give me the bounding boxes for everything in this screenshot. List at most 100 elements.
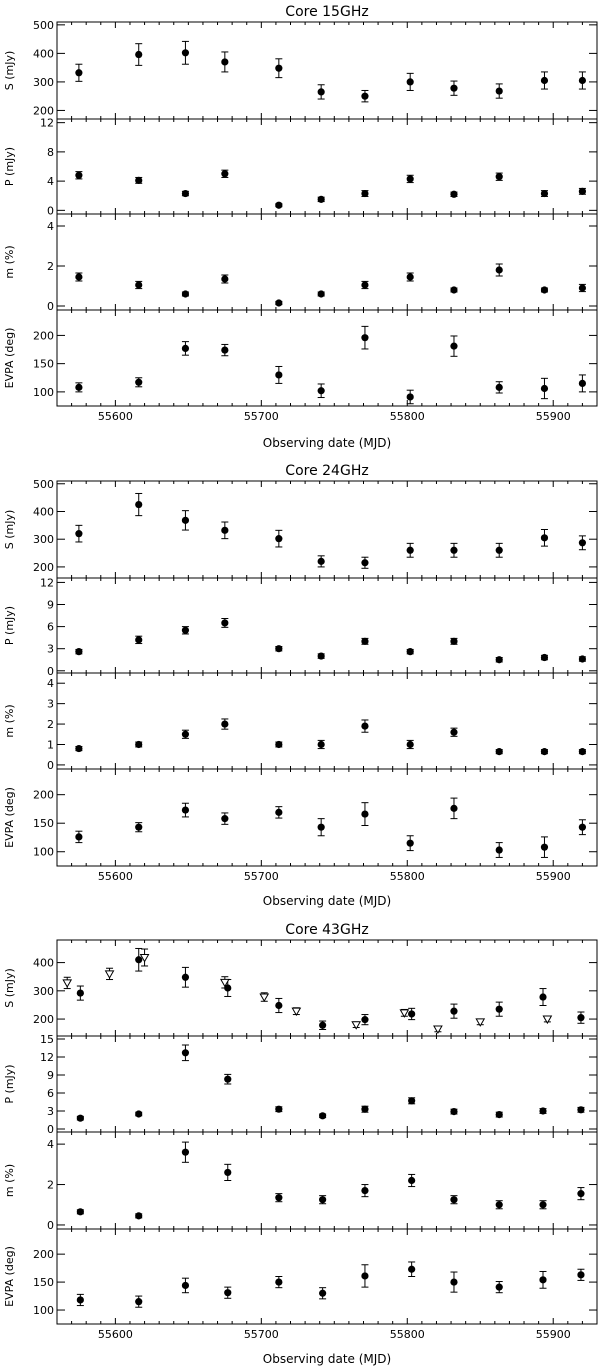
data-point xyxy=(181,344,190,352)
data-point xyxy=(317,88,325,96)
data-point xyxy=(540,534,549,542)
data-point xyxy=(495,1005,503,1013)
data-point xyxy=(495,87,503,95)
data-point xyxy=(181,1049,190,1057)
data-point xyxy=(577,1271,585,1279)
data-point xyxy=(319,1112,327,1120)
panel-frame xyxy=(56,672,598,770)
panel-frame xyxy=(56,213,598,311)
panel-3: 100 150 200 EVPA (deg) 55600 55700 55800 55900 xyxy=(3,309,598,423)
data-point xyxy=(450,1108,458,1116)
data-point xyxy=(578,539,587,547)
series-filled-circle xyxy=(75,263,587,307)
series-filled-circle xyxy=(75,797,587,858)
data-point xyxy=(539,1276,547,1284)
data-point xyxy=(275,740,283,749)
y-axis-label: EVPA (deg) xyxy=(3,1246,16,1307)
y-tick-label: 3 xyxy=(47,698,54,711)
y-tick-label: 0 xyxy=(47,759,54,772)
panel-frame xyxy=(56,118,598,215)
series-filled-circle xyxy=(75,492,587,569)
data-point xyxy=(361,281,369,289)
y-tick-label: 100 xyxy=(33,386,54,399)
x-tick-label: 55800 xyxy=(390,1328,425,1341)
data-point xyxy=(181,49,190,57)
series-filled-circle xyxy=(75,169,587,209)
y-tick-label: 4 xyxy=(47,1138,54,1151)
data-point xyxy=(361,1016,369,1024)
panel-0: 200 300 400 S (mJy) xyxy=(3,939,598,1037)
x-tick-label: 55600 xyxy=(98,410,133,423)
data-point xyxy=(275,1001,283,1010)
data-point xyxy=(317,823,325,831)
x-tick-label: 55800 xyxy=(390,870,425,883)
series-open-triangle-down xyxy=(62,948,553,1034)
y-tick-label: 4 xyxy=(47,175,54,188)
data-point xyxy=(181,626,190,634)
y-tick-label: 2 xyxy=(47,718,54,731)
data-point xyxy=(408,1097,416,1105)
chart-title: Core 24GHz xyxy=(285,463,368,479)
data-point xyxy=(181,973,190,981)
data-point xyxy=(450,286,458,294)
x-tick-label: 55600 xyxy=(98,870,133,883)
data-point xyxy=(181,730,190,738)
data-point xyxy=(578,379,587,388)
x-tick-label: 55700 xyxy=(244,1328,279,1341)
y-tick-label: 0 xyxy=(47,300,54,313)
data-point xyxy=(135,740,143,749)
data-point xyxy=(408,1010,416,1018)
data-point xyxy=(539,993,547,1001)
panel-frame xyxy=(56,1228,598,1325)
y-axis-label: EVPA (deg) xyxy=(3,787,16,848)
data-point xyxy=(75,530,83,538)
data-point xyxy=(181,806,190,814)
data-point xyxy=(406,648,414,656)
data-point xyxy=(275,1105,283,1113)
data-point xyxy=(361,334,369,342)
x-axis-label: Observing date (MJD) xyxy=(263,436,391,450)
x-tick-label: 55700 xyxy=(244,410,279,423)
y-tick-label: 2 xyxy=(47,260,54,273)
panel-2: 0 2 4 m (%) xyxy=(3,213,598,313)
data-point xyxy=(76,1296,84,1304)
y-axis-label: S (mJy) xyxy=(3,968,16,1008)
data-point xyxy=(317,740,325,749)
y-tick-label: 12 xyxy=(40,576,54,589)
y-tick-label: 200 xyxy=(33,329,54,342)
data-point xyxy=(408,1176,416,1185)
y-tick-label: 12 xyxy=(40,117,54,130)
data-point xyxy=(450,728,458,736)
y-axis-label: m (%) xyxy=(3,245,16,278)
data-point xyxy=(351,1021,362,1030)
data-point xyxy=(135,1298,143,1306)
series-filled-circle xyxy=(76,1261,585,1308)
data-point xyxy=(361,559,369,567)
data-point xyxy=(495,1201,503,1209)
data-point xyxy=(76,1208,84,1216)
data-point xyxy=(406,393,414,401)
data-point xyxy=(578,76,587,85)
panel-frame xyxy=(56,577,598,674)
data-point xyxy=(475,1018,486,1027)
data-point xyxy=(577,1190,585,1198)
y-tick-label: 0 xyxy=(47,665,54,678)
data-point xyxy=(181,189,190,198)
data-point xyxy=(450,804,458,812)
data-point xyxy=(224,1168,232,1177)
data-point xyxy=(139,954,150,963)
data-point xyxy=(135,636,143,644)
data-point xyxy=(317,195,325,203)
data-point xyxy=(408,1265,416,1273)
data-point xyxy=(135,956,143,964)
series-filled-circle xyxy=(76,1044,585,1122)
y-tick-label: 6 xyxy=(47,1087,54,1100)
panel-1: 0 3 6 9 12 P (mJy) xyxy=(3,576,598,678)
data-point xyxy=(399,1009,410,1018)
data-point xyxy=(450,342,458,350)
x-tick-label: 55900 xyxy=(536,870,571,883)
series-filled-circle xyxy=(75,618,587,664)
data-point xyxy=(450,1196,458,1204)
data-point xyxy=(361,1105,369,1113)
data-point xyxy=(104,970,115,979)
